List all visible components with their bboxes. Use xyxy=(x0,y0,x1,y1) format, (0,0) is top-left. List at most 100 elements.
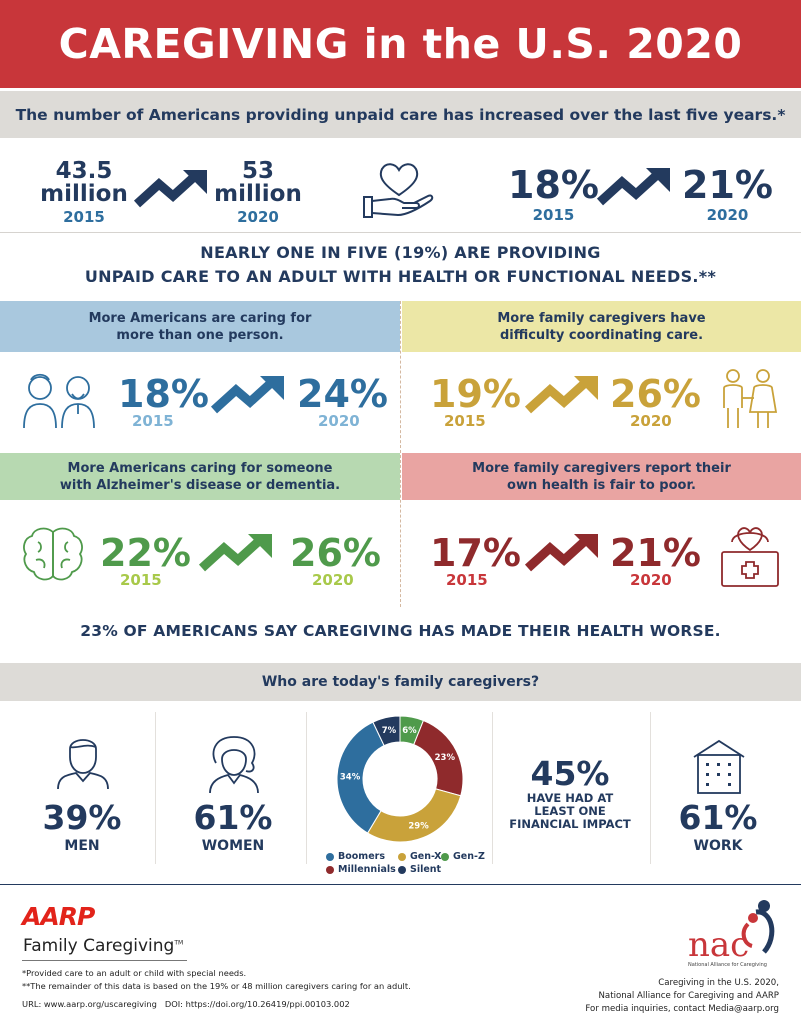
year-2015: 2015 xyxy=(444,412,486,430)
nac-logo-text: nac xyxy=(688,925,749,964)
year-2020: 2020 xyxy=(312,571,354,589)
couple-holding-hands-icon xyxy=(718,368,778,434)
pct-2015: 19% xyxy=(430,372,521,416)
man-icon xyxy=(56,733,110,793)
banner-alzheimers: More Americans caring for someone with A… xyxy=(0,453,400,500)
donut-label-gen-x: 29% xyxy=(408,821,429,831)
stat-2020-millions: 53 million 2020 xyxy=(212,160,304,225)
legend-label: Gen-Z xyxy=(453,851,485,862)
trend-up-arrow-icon xyxy=(596,166,672,208)
financial-pct: 45% xyxy=(530,754,610,793)
health-worse-heading: 23% OF AMERICANS SAY CAREGIVING HAS MADE… xyxy=(80,622,721,640)
pct-2015: 17% xyxy=(430,531,521,575)
donut-slice-silent xyxy=(372,715,401,747)
pct-2020: 26% xyxy=(610,372,701,416)
subtitle-band: The number of Americans providing unpaid… xyxy=(0,91,801,138)
women-label: WOMEN xyxy=(201,838,265,854)
banner-text: More Americans caring for someone with A… xyxy=(59,460,341,493)
year-2015: 2015 xyxy=(446,571,488,589)
footnote-1: *Provided care to an adult or child with… xyxy=(22,968,247,978)
stat-pct-2015: 18% 2015 xyxy=(508,166,599,223)
legend-swatch xyxy=(326,865,334,874)
panel-divider xyxy=(400,301,401,607)
who-title: Who are today's family caregivers? xyxy=(261,674,540,690)
banner-text: More Americans are caring for more than … xyxy=(88,310,312,343)
banner-text: More family caregivers have difficulty c… xyxy=(497,310,706,343)
header-banner: CAREGIVING in the U.S. 2020 xyxy=(0,0,801,88)
men-pct: 39% xyxy=(42,798,122,837)
year-2020: 2020 xyxy=(630,571,672,589)
stat-value: 53 xyxy=(241,158,274,184)
financial-label-line: FINANCIAL IMPACT xyxy=(509,817,631,831)
heading-line: UNPAID CARE TO AN ADULT WITH HEALTH OR F… xyxy=(84,267,717,286)
footnote-2: **The remainder of this data is based on… xyxy=(22,981,411,991)
stat-unit: million xyxy=(214,181,302,207)
donut-slice-boomers xyxy=(336,721,385,834)
credit-line-1: Caregiving in the U.S. 2020, xyxy=(658,978,779,988)
pct-2020: 21% xyxy=(610,531,701,575)
footer-url: URL: www.aarp.org/uscaregiving DOI: http… xyxy=(22,999,350,1009)
pct-2020: 24% xyxy=(297,372,388,416)
stat-year: 2020 xyxy=(237,208,279,226)
legend-swatch xyxy=(326,852,334,861)
donut-label-millennials: 23% xyxy=(435,753,456,763)
legend-silent: Silent xyxy=(398,864,441,875)
nearly-one-in-five-heading: NEARLY ONE IN FIVE (19%) ARE PROVIDING U… xyxy=(0,241,801,289)
legend-boomers: Boomers xyxy=(326,851,385,862)
legend-label: Gen-X xyxy=(410,851,442,862)
stat-year: 2015 xyxy=(63,208,105,226)
financial-label-line: HAVE HAD AT xyxy=(526,791,614,805)
credit-line-3: For media inquiries, contact Media@aarp.… xyxy=(585,1004,779,1014)
column-divider xyxy=(155,712,156,864)
trend-up-arrow-icon xyxy=(133,168,209,210)
pct-2015: 22% xyxy=(100,531,191,575)
donut-label-gen-z: 6% xyxy=(402,726,417,736)
woman-icon xyxy=(206,733,262,797)
pct-2015: 18% xyxy=(118,372,209,416)
legend-swatch xyxy=(398,852,406,861)
nac-logo: nac xyxy=(686,896,782,965)
brain-icon xyxy=(22,526,84,586)
trend-up-arrow-icon xyxy=(210,374,286,416)
stat-value: 18% xyxy=(508,163,599,207)
donut-label-boomers: 34% xyxy=(340,773,361,783)
nac-caption: National Alliance for Caregiving xyxy=(688,962,767,968)
stat-unit: million xyxy=(40,181,128,207)
elderly-couple-icon xyxy=(20,370,102,432)
year-2015: 2015 xyxy=(132,412,174,430)
heading-line: NEARLY ONE IN FIVE (19%) ARE PROVIDING xyxy=(200,243,601,262)
legend-millennials: Millennials xyxy=(326,864,396,875)
financial-label-line: LEAST ONE xyxy=(534,804,606,818)
work-pct: 61% xyxy=(678,798,758,837)
column-divider xyxy=(492,712,493,864)
stat-2015-millions: 43.5 million 2015 xyxy=(38,160,130,225)
legend-swatch xyxy=(441,852,449,861)
men-label: MEN xyxy=(64,838,100,854)
url-text: URL: www.aarp.org/uscaregiving xyxy=(22,999,157,1009)
trend-up-arrow-icon xyxy=(524,532,600,574)
legend-genz: Gen-Z xyxy=(441,851,485,862)
office-building-icon xyxy=(692,739,746,799)
aarp-sub-text: Family Caregiving xyxy=(23,936,175,956)
doi-text: DOI: https://doi.org/10.26419/ppi.00103.… xyxy=(164,999,350,1009)
stat-value: 21% xyxy=(682,163,773,207)
heart-in-hand-icon xyxy=(358,157,440,227)
pct-2020: 26% xyxy=(290,531,381,575)
trademark-mark: TM xyxy=(174,939,184,947)
generation-donut-chart: 6% 23% 29% 34% 7% xyxy=(336,715,464,843)
stat-year: 2020 xyxy=(706,206,749,224)
column-divider xyxy=(306,712,307,864)
legend-swatch xyxy=(398,865,406,874)
subtitle-text: The number of Americans providing unpaid… xyxy=(15,105,786,124)
legend-label: Silent xyxy=(410,864,442,875)
donut-label-silent: 7% xyxy=(382,726,397,736)
column-divider xyxy=(650,712,651,864)
stat-year: 2015 xyxy=(532,206,575,224)
legend-label: Millennials xyxy=(338,864,396,875)
banner-own-health: More family caregivers report their own … xyxy=(402,453,801,500)
aarp-rule xyxy=(22,960,187,961)
stat-value: 43.5 xyxy=(55,158,113,184)
legend-genx: Gen-X xyxy=(398,851,442,862)
women-pct: 61% xyxy=(193,798,273,837)
aarp-family-caregiving: Family CaregivingTM xyxy=(23,936,183,956)
